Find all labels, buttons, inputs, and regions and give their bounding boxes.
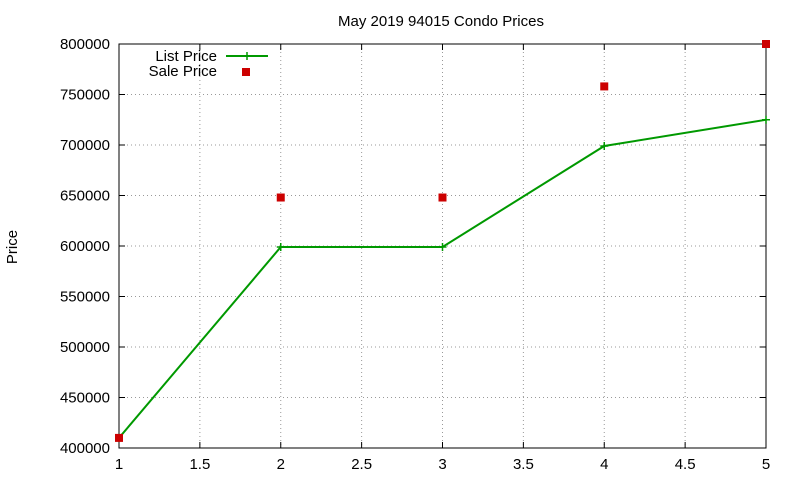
chart-title: May 2019 94015 Condo Prices — [338, 13, 544, 30]
y-tick-label: 700000 — [60, 137, 110, 154]
y-tick-label: 400000 — [60, 440, 110, 457]
sale-price-point — [762, 40, 770, 48]
y-tick-label: 750000 — [60, 87, 110, 104]
legend-marker-list-price — [243, 52, 251, 60]
list-price-point — [762, 115, 770, 124]
legend-label-list-price: List Price — [155, 48, 217, 65]
tick-layer: 1 1.5 2 2.5 3 3.5 4 4.5 5 400000 450000 500000 55000… — [60, 36, 770, 473]
sale-price-point — [438, 193, 447, 202]
x-tick-label: 3 — [438, 456, 446, 473]
list-price-point — [438, 243, 447, 252]
y-tick-label: 800000 — [60, 36, 110, 53]
x-tick-label: 2.5 — [351, 456, 372, 473]
y-tick-label: 600000 — [60, 238, 110, 255]
x-tick-label: 5 — [762, 456, 770, 473]
sale-price-point — [600, 82, 609, 91]
x-tick-label: 4.5 — [675, 456, 696, 473]
y-tick-label: 550000 — [60, 289, 110, 306]
legend-marker-sale-price — [242, 68, 250, 76]
y-tick-label: 500000 — [60, 339, 110, 356]
series-list-price — [115, 115, 770, 442]
series-layer — [115, 40, 770, 442]
y-tick-label: 450000 — [60, 390, 110, 407]
legend-label-sale-price: Sale Price — [149, 63, 217, 80]
y-tick-label: 650000 — [60, 188, 110, 205]
x-tick-label: 1.5 — [189, 456, 210, 473]
list-price-line — [118, 118, 767, 439]
list-price-point — [276, 243, 285, 252]
x-tick-label: 2 — [277, 456, 285, 473]
x-tick-label: 3.5 — [513, 456, 534, 473]
y-axis-label: Price — [4, 230, 21, 264]
legend: List Price Sale Price — [149, 48, 268, 80]
sale-price-point — [276, 193, 285, 202]
sale-price-point — [115, 433, 123, 442]
series-sale-price — [115, 40, 770, 442]
legend-symbol-sale-price — [242, 68, 250, 76]
legend-symbol-list-price — [226, 52, 268, 60]
list-price-point — [600, 142, 609, 151]
x-tick-label: 4 — [600, 456, 608, 473]
x-tick-label: 1 — [115, 456, 123, 473]
